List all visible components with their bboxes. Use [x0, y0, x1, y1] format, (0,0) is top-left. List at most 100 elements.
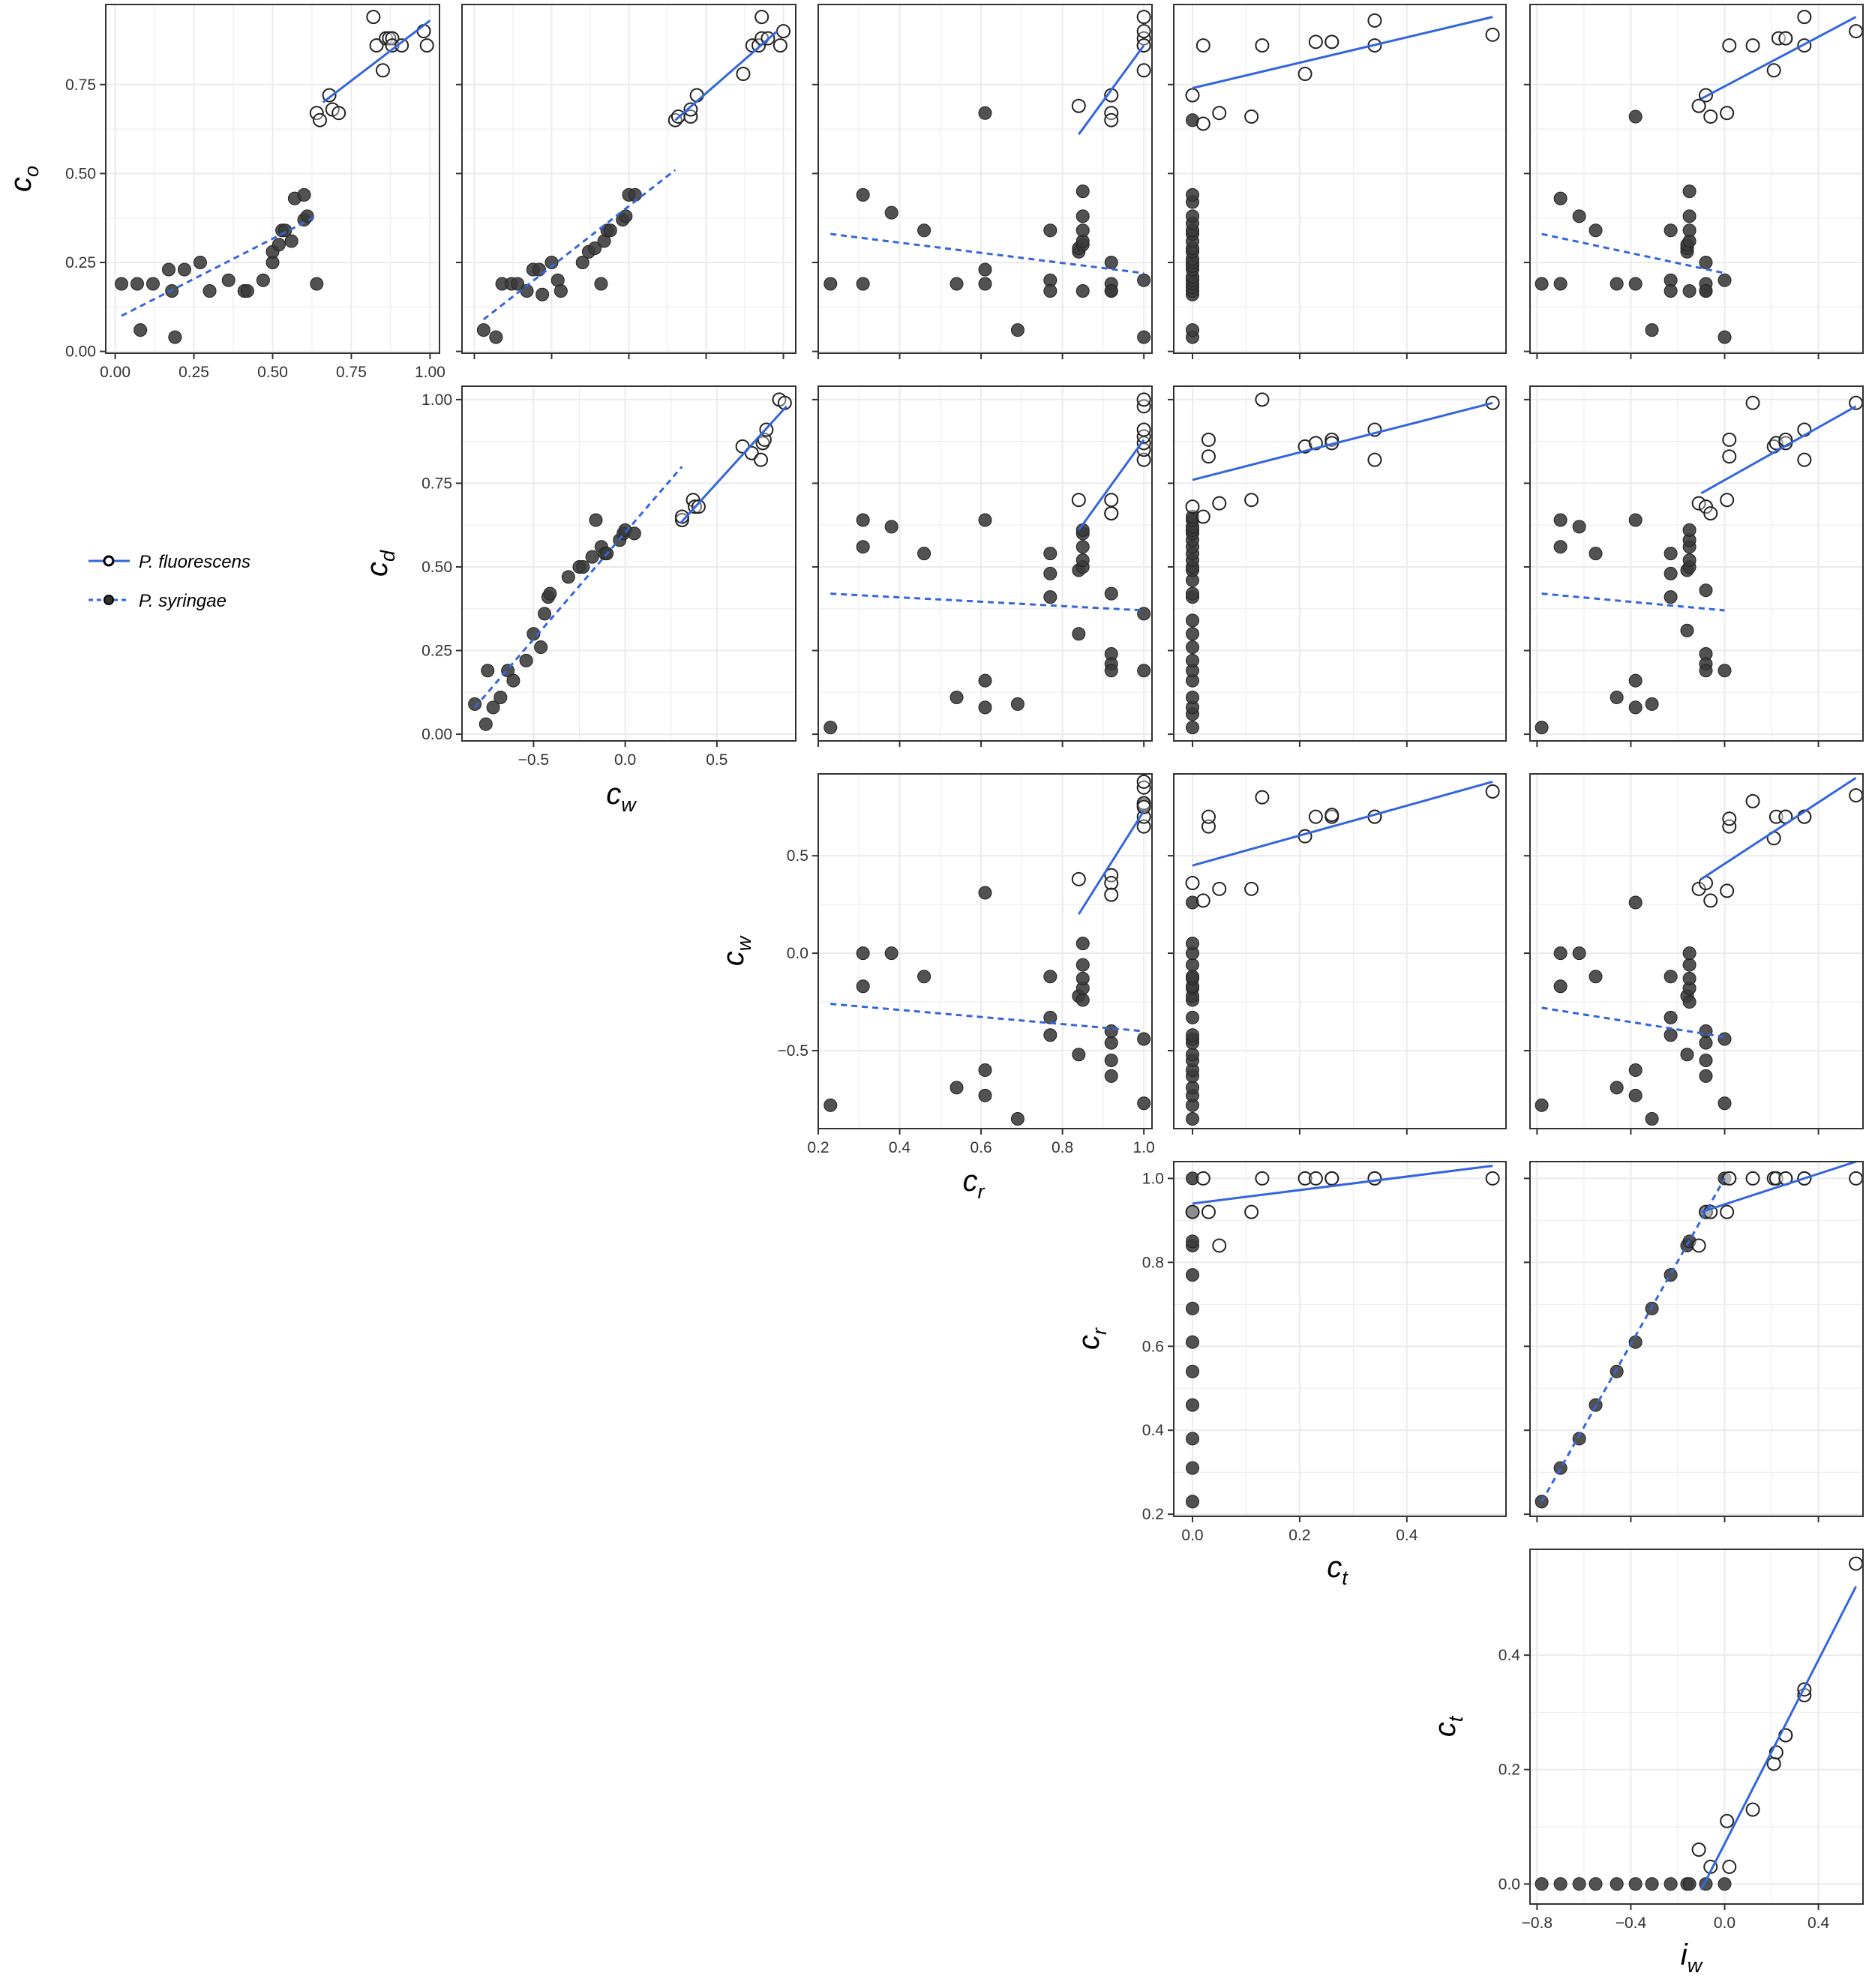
syringae-point: [146, 277, 160, 291]
syringae-point: [1645, 697, 1659, 711]
fluorescens-point: [1745, 1171, 1760, 1186]
fluorescens-point: [1071, 871, 1086, 886]
fluorescens-points: [1071, 774, 1151, 902]
syringae-point: [1718, 1096, 1732, 1111]
fluorescens-fit-line: [1700, 776, 1857, 880]
fluorescens-point: [1185, 499, 1200, 514]
x-axis-title-base: c: [606, 778, 621, 811]
syringae-point: [1628, 109, 1642, 124]
x-tick-label: −0.8: [1522, 1915, 1552, 1932]
fluorescens-point: [1196, 38, 1210, 53]
fluorescens-point: [1703, 893, 1718, 908]
syringae-point: [978, 1088, 992, 1102]
syringae-point: [1553, 513, 1568, 527]
y-axis-title-base: c: [717, 951, 750, 966]
syringae-point: [468, 697, 482, 711]
fluorescens-point: [1136, 392, 1151, 407]
syringae-points: [1534, 513, 1732, 735]
fluorescens-point: [1485, 1171, 1500, 1186]
y-tick-label: 0.8: [1142, 1254, 1164, 1271]
syringae-point: [1137, 273, 1151, 287]
syringae-point: [240, 283, 254, 298]
syringae-point: [978, 277, 992, 291]
panel-background: [1530, 1162, 1863, 1516]
fluorescens-point: [1212, 106, 1227, 121]
fluorescens-fit-line: [679, 405, 788, 524]
fluorescens-point: [1136, 422, 1151, 437]
syringae-point: [1186, 970, 1200, 984]
y-axis-title: cw: [717, 935, 755, 966]
syringae-point: [1076, 283, 1090, 298]
syringae-point: [824, 1098, 838, 1112]
fluorescens-point: [1308, 809, 1323, 824]
panel-co_vs_cd: [456, 4, 796, 359]
syringae-point: [310, 277, 324, 291]
syringae-point: [585, 550, 599, 564]
fluorescens-point: [1720, 1813, 1735, 1828]
syringae-point: [168, 330, 182, 344]
fluorescens-point: [1722, 449, 1737, 464]
fluorescens-point: [1201, 449, 1216, 464]
syringae-point: [1104, 1054, 1118, 1068]
fluorescens-point: [1071, 98, 1086, 113]
fluorescens-point: [1104, 493, 1119, 508]
fluorescens-point: [1691, 98, 1706, 113]
fluorescens-fit-line: [1700, 1585, 1857, 1891]
panel-border: [1173, 385, 1507, 742]
syringae-point: [603, 223, 617, 238]
syringae-points: [1534, 1877, 1732, 1891]
syringae-point: [1588, 970, 1603, 984]
syringae-point: [627, 526, 641, 541]
y-tick-label: 0.2: [1498, 1762, 1520, 1779]
panel-cd_vs_iw: [1524, 385, 1864, 747]
syringae-point: [1076, 993, 1090, 1007]
syringae-point: [1076, 958, 1090, 972]
syringae-point: [481, 664, 495, 678]
fluorescens-points: [309, 10, 434, 127]
syringae-point: [978, 673, 992, 688]
legend-syringae-marker: [104, 595, 114, 605]
y-tick-label: 0.00: [65, 343, 96, 361]
y-tick-label: 0.2: [1142, 1506, 1164, 1523]
syringae-point: [1553, 540, 1568, 554]
fluorescens-point: [1745, 38, 1760, 53]
fluorescens-point: [1720, 493, 1735, 508]
fluorescens-point: [1196, 893, 1210, 908]
syringae-point: [1553, 277, 1568, 291]
fluorescens-point: [1104, 506, 1119, 521]
y-axis-title-subscript: t: [1444, 1715, 1467, 1722]
syringae-point: [1104, 586, 1118, 601]
syringae-point: [494, 690, 508, 704]
syringae-point: [489, 330, 503, 344]
fluorescens-point: [1367, 1171, 1382, 1186]
panel-border: [461, 385, 796, 742]
syringae-point: [1186, 1398, 1200, 1412]
syringae-point: [1186, 1234, 1200, 1249]
syringae-fit-line: [830, 232, 1144, 274]
panel-co_vs_iw: [1524, 4, 1864, 359]
y-axis-title: co: [4, 166, 43, 192]
syringae-points: [824, 886, 1151, 1126]
syringae-point: [1699, 1069, 1713, 1083]
x-axis-title-subscript: w: [621, 793, 637, 816]
syringae-point: [1610, 277, 1624, 291]
syringae-point: [1186, 1028, 1200, 1042]
x-axis-title-subscript: t: [1342, 1567, 1348, 1589]
y-tick-label: 0.75: [422, 475, 452, 492]
fluorescens-point: [1849, 24, 1864, 39]
fluorescens-point: [754, 452, 769, 467]
fluorescens-fit-line: [1700, 16, 1857, 100]
syringae-point: [824, 277, 838, 291]
y-tick-label: −0.5: [778, 1042, 808, 1060]
y-axis-title: cr: [1072, 1327, 1111, 1350]
syringae-point: [1010, 323, 1024, 337]
x-tick-label: 0.00: [100, 364, 130, 381]
fluorescens-point: [1255, 790, 1270, 805]
syringae-point: [1076, 184, 1090, 199]
syringae-point: [1043, 970, 1058, 984]
fluorescens-points: [1071, 392, 1151, 521]
panel-cw_vs_iw: [1524, 773, 1864, 1135]
syringae-point: [1588, 547, 1603, 561]
fluorescens-point: [1324, 1171, 1340, 1186]
syringae-point: [300, 209, 314, 223]
